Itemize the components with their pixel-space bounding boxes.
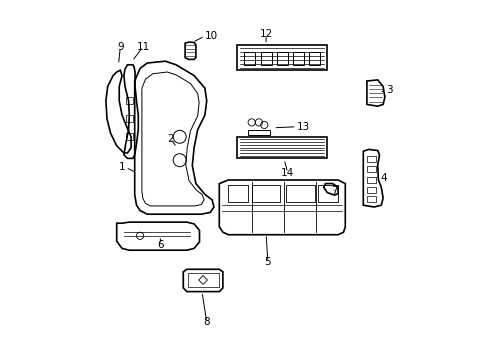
Bar	[309, 52, 320, 65]
Text: 1: 1	[119, 162, 125, 172]
Bar	[366, 177, 375, 183]
Bar	[366, 187, 375, 193]
Text: 7: 7	[330, 186, 337, 196]
Text: 11: 11	[136, 42, 149, 52]
Bar	[366, 196, 375, 202]
Bar	[126, 115, 133, 122]
Bar	[366, 156, 375, 162]
Bar	[260, 52, 271, 65]
Text: 12: 12	[259, 29, 272, 39]
Bar	[126, 133, 133, 140]
Bar	[292, 52, 303, 65]
Bar	[285, 185, 314, 202]
Text: 14: 14	[281, 168, 294, 178]
Text: 4: 4	[380, 173, 386, 183]
Text: 3: 3	[385, 85, 392, 95]
Text: 5: 5	[264, 257, 271, 267]
Bar	[318, 185, 337, 202]
Bar	[251, 185, 280, 202]
Text: 2: 2	[167, 134, 174, 144]
Bar	[366, 166, 375, 172]
Bar	[244, 52, 255, 65]
Text: 10: 10	[204, 31, 218, 41]
Bar	[126, 97, 133, 104]
Text: 6: 6	[157, 240, 164, 250]
Text: 9: 9	[117, 42, 123, 52]
Text: 13: 13	[296, 122, 309, 132]
Bar	[228, 185, 247, 202]
Bar	[276, 52, 287, 65]
Bar	[187, 273, 218, 287]
Text: 8: 8	[203, 317, 209, 327]
